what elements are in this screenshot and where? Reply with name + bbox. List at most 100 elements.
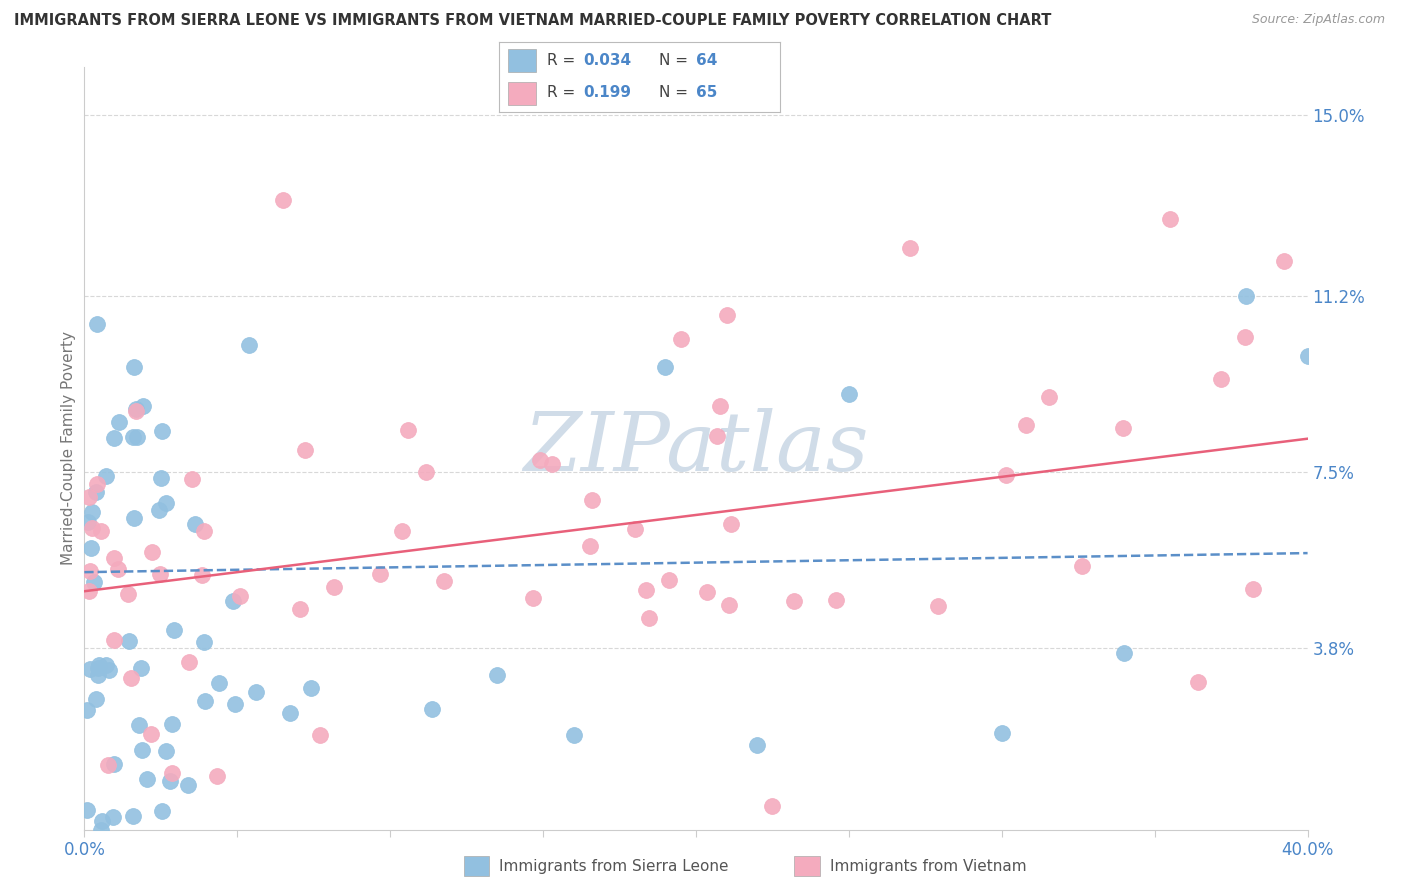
Bar	[508, 81, 536, 104]
Point	[271, 194, 294, 208]
Point	[162, 766, 184, 780]
Point	[278, 706, 301, 720]
Text: ZIPatlas: ZIPatlas	[523, 409, 869, 488]
Point	[193, 524, 215, 539]
Point	[1233, 329, 1256, 343]
Point	[420, 702, 443, 716]
Point	[131, 743, 153, 757]
Point	[139, 726, 162, 740]
Point	[177, 778, 200, 792]
Point	[529, 452, 551, 467]
Point	[180, 472, 202, 486]
Point	[150, 805, 173, 819]
Point	[94, 469, 117, 483]
Point	[720, 516, 742, 531]
Point	[991, 726, 1014, 740]
Point	[177, 655, 200, 669]
Text: R =: R =	[547, 86, 581, 100]
Point	[84, 691, 107, 706]
Point	[581, 493, 603, 508]
Point	[638, 611, 661, 625]
Point	[86, 485, 108, 500]
Point	[636, 583, 658, 598]
Text: R =: R =	[547, 54, 581, 68]
Point	[522, 591, 544, 606]
Point	[87, 661, 110, 675]
Point	[83, 575, 105, 590]
Point	[122, 809, 145, 823]
Point	[76, 803, 98, 817]
Point	[150, 470, 173, 484]
Point	[76, 703, 98, 717]
Point	[97, 758, 120, 772]
Point	[141, 545, 163, 559]
Point	[238, 337, 260, 351]
Point	[118, 634, 141, 648]
Point	[149, 567, 172, 582]
Point	[117, 587, 139, 601]
Point	[150, 424, 173, 438]
Point	[103, 550, 125, 565]
Point	[80, 506, 103, 520]
Point	[1241, 582, 1264, 596]
Point	[122, 359, 145, 374]
Point	[1236, 289, 1258, 303]
Point	[1296, 349, 1319, 363]
Point	[98, 663, 121, 677]
Point	[994, 468, 1017, 483]
Point	[103, 632, 125, 647]
Point	[898, 241, 921, 255]
Point	[79, 583, 101, 598]
Point	[159, 774, 181, 789]
Point	[1187, 675, 1209, 690]
Point	[125, 401, 148, 416]
Point	[299, 681, 322, 696]
Point	[82, 521, 104, 535]
Point	[125, 404, 148, 418]
Point	[706, 429, 728, 443]
Point	[1114, 646, 1136, 660]
Point	[654, 360, 676, 375]
Point	[1159, 212, 1181, 227]
Point	[77, 490, 100, 504]
Point	[541, 457, 564, 471]
Point	[696, 585, 718, 599]
Point	[709, 399, 731, 413]
Point	[108, 415, 131, 429]
Point	[294, 442, 316, 457]
Point	[191, 568, 214, 582]
Text: Immigrants from Vietnam: Immigrants from Vietnam	[830, 859, 1026, 873]
Point	[163, 624, 186, 638]
Point	[624, 522, 647, 536]
Point	[761, 798, 783, 813]
Point	[103, 431, 125, 445]
Point	[87, 657, 110, 672]
Text: N =: N =	[659, 54, 693, 68]
Point	[107, 562, 129, 576]
Point	[129, 661, 152, 675]
Point	[1112, 421, 1135, 435]
Point	[308, 728, 330, 742]
Point	[80, 541, 103, 555]
Point	[1038, 390, 1060, 404]
Point	[391, 524, 413, 539]
Text: Immigrants from Sierra Leone: Immigrants from Sierra Leone	[499, 859, 728, 873]
Text: 0.199: 0.199	[583, 86, 631, 100]
Point	[86, 476, 108, 491]
Point	[90, 822, 112, 837]
Point	[228, 589, 250, 603]
Point	[90, 524, 112, 538]
Point	[1272, 254, 1295, 268]
Point	[245, 685, 267, 699]
Point	[87, 668, 110, 682]
Point	[669, 332, 692, 346]
Point	[927, 599, 949, 613]
Y-axis label: Married-Couple Family Poverty: Married-Couple Family Poverty	[60, 331, 76, 566]
Point	[208, 676, 231, 690]
Point	[288, 601, 311, 615]
Point	[396, 423, 419, 437]
Point	[155, 496, 177, 510]
Point	[101, 810, 124, 824]
Point	[578, 539, 600, 553]
Point	[1071, 559, 1094, 574]
